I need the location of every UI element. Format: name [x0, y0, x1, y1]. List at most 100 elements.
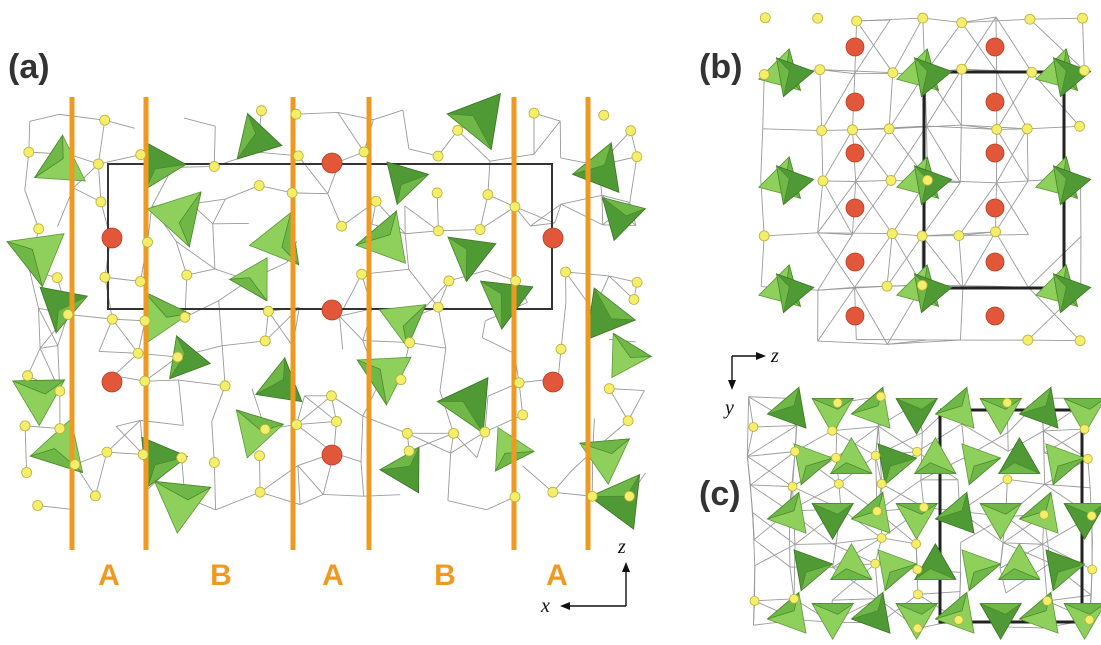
- large-atom: [101, 227, 123, 249]
- bond-line: [926, 125, 961, 183]
- tetrahedron-side: [895, 602, 939, 615]
- small-atom: [1039, 509, 1049, 520]
- bond-line: [40, 345, 58, 349]
- bond-line: [439, 390, 455, 434]
- bond-line: [560, 203, 603, 226]
- tetrahedron: [579, 438, 631, 485]
- tetrahedron: [447, 236, 497, 283]
- bond-line: [922, 17, 962, 24]
- tetrahedron-side: [402, 304, 427, 349]
- large-atom: [542, 371, 564, 393]
- bond-line: [886, 233, 893, 287]
- tetrahedron-side: [851, 491, 884, 520]
- bond-line: [961, 16, 997, 70]
- small-atom: [1021, 123, 1033, 135]
- tetrahedron: [811, 397, 855, 436]
- bond-line: [817, 181, 857, 234]
- small-atom: [1082, 453, 1093, 464]
- small-atom: [1074, 120, 1086, 132]
- tetrahedron-face: [934, 491, 975, 534]
- small-atom: [23, 146, 35, 158]
- bond-line: [373, 109, 404, 121]
- tetrahedron-side: [811, 602, 855, 615]
- tetrahedron: [913, 436, 957, 475]
- bond-line: [760, 128, 764, 179]
- bond-line: [1031, 71, 1081, 127]
- tetrahedron: [141, 436, 189, 488]
- small-atom: [54, 385, 66, 397]
- small-atom: [956, 63, 968, 75]
- tetrahedron: [143, 291, 191, 343]
- small-atom: [1024, 13, 1036, 25]
- bond-line: [533, 120, 561, 155]
- bond-line: [450, 431, 486, 454]
- small-atom: [913, 589, 923, 600]
- bond-line: [24, 190, 40, 229]
- small-atom: [172, 351, 184, 363]
- bond-line: [747, 425, 798, 457]
- panel-b-atoms: [758, 12, 1090, 347]
- large-atom: [321, 152, 343, 174]
- small-atom: [911, 538, 921, 549]
- small-atom: [356, 268, 368, 280]
- small-atom: [625, 125, 637, 137]
- bond-line: [215, 491, 261, 511]
- tetrahedron: [386, 161, 430, 206]
- tetrahedron-side: [800, 563, 833, 592]
- large-atom: [845, 252, 865, 272]
- tetrahedron: [979, 502, 1023, 541]
- small-atom: [404, 337, 416, 348]
- bond-line: [530, 222, 555, 227]
- tetrahedron-side: [997, 462, 1041, 475]
- small-atom: [254, 450, 265, 462]
- bond-line: [484, 414, 523, 433]
- tetrahedron-side: [968, 457, 1001, 486]
- large-atom: [845, 198, 865, 218]
- bond-line: [297, 465, 301, 505]
- tetrahedron-side: [396, 173, 429, 206]
- tetrahedron-side: [436, 400, 484, 434]
- small-atom: [92, 158, 104, 170]
- small-atom: [509, 491, 521, 503]
- small-atom: [870, 450, 881, 461]
- tetrahedron-side: [12, 379, 66, 395]
- bond-line: [747, 456, 793, 488]
- small-atom: [918, 502, 929, 513]
- bond-line: [218, 300, 223, 346]
- small-atom: [479, 426, 491, 438]
- small-atom: [291, 419, 303, 430]
- bond-line: [887, 339, 961, 345]
- tetrahedron: [248, 211, 300, 266]
- bond-line: [299, 493, 324, 505]
- small-atom: [922, 174, 933, 186]
- small-atom: [403, 445, 415, 457]
- small-atom: [432, 301, 444, 313]
- region-label: B: [434, 559, 456, 592]
- small-atom: [912, 446, 922, 457]
- bond-line: [436, 192, 439, 231]
- tetrahedron: [811, 602, 855, 641]
- tetrahedron: [1018, 491, 1059, 534]
- bond-line: [116, 419, 141, 427]
- small-atom: [1026, 66, 1038, 78]
- bond-line: [921, 182, 961, 237]
- bond-line: [175, 241, 188, 276]
- bond-line: [958, 231, 996, 237]
- large-atom: [985, 143, 1005, 163]
- small-atom: [326, 390, 337, 402]
- bond-line: [958, 235, 964, 289]
- bond-line: [522, 465, 554, 493]
- tetrahedron-side: [913, 568, 957, 581]
- small-atom: [1087, 564, 1098, 575]
- small-atom: [814, 64, 826, 76]
- bond-line: [996, 71, 1028, 130]
- tetrahedron: [766, 491, 807, 534]
- bond-line: [38, 307, 59, 346]
- tetrahedron-side: [884, 457, 917, 486]
- small-atom: [586, 490, 598, 502]
- small-atom: [517, 409, 529, 421]
- bond-line: [609, 388, 645, 392]
- tetrahedron: [850, 591, 891, 634]
- tetrahedron-face: [934, 591, 975, 634]
